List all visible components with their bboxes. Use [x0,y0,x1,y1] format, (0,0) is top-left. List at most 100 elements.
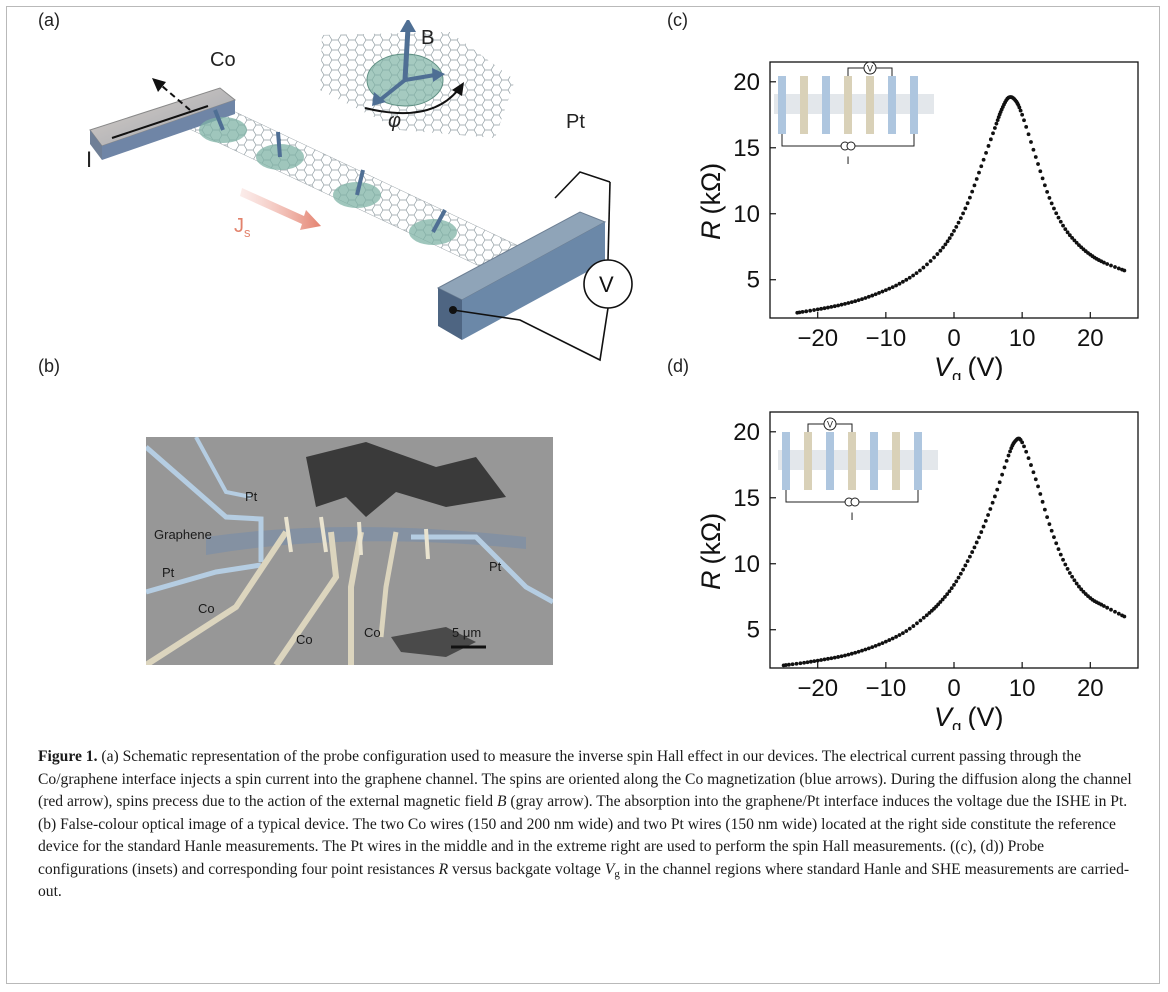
caption-part4: in the channel regions where standard Ha… [38,860,1130,901]
data-point [956,575,961,580]
data-point [947,236,952,240]
x-tick-label: 20 [1077,325,1104,352]
data-point [1024,124,1029,129]
data-point [1017,105,1022,110]
x-tick-label: 0 [947,325,960,352]
data-point [954,579,959,584]
data-point [1109,607,1113,612]
x-tick-label: −20 [797,675,838,702]
data-point [877,642,881,647]
data-point [1042,507,1047,512]
y-tick-label: 15 [733,485,760,512]
data-point [832,655,837,660]
inset-voltmeter [823,417,837,431]
data-point [800,309,805,314]
data-point [961,567,965,572]
data-point [997,480,1002,485]
data-point [822,306,827,311]
data-point [822,657,827,662]
inset-current-source [846,141,856,151]
data-point [1045,189,1050,194]
caption-part3: versus backgate voltage [448,860,605,878]
data-point [1063,227,1068,232]
data-point [963,563,968,568]
data-point [938,248,943,253]
data-point [995,487,1000,492]
data-point [839,302,844,307]
data-point [826,305,830,310]
data-point [1102,604,1106,608]
x-tick-label: −20 [797,325,838,352]
data-point [1006,453,1011,458]
data-point [1031,147,1036,152]
data-point [1026,456,1031,461]
data-point [918,268,922,273]
data-point [805,660,810,665]
b-label: B [421,27,434,49]
panel-label-a: (a) [38,10,60,30]
x-tick-label: 20 [1077,675,1104,702]
data-point [907,275,912,280]
voltmeter-label: V [599,272,614,297]
data-point [1067,571,1072,575]
figure-caption: Figure 1. (a) Schematic representation o… [38,746,1138,904]
data-point [1022,444,1026,449]
data-point [836,303,841,308]
inset-v-label: V [827,420,833,430]
data-point [843,653,847,658]
probe-inset: VI [774,61,934,167]
data-point [995,118,1000,123]
inset-i-label: I [846,155,849,167]
data-point [1000,472,1005,477]
y-tick-label: 20 [733,69,760,96]
label-pt-top: Pt [245,489,258,504]
x-axis-label: Vg (V) [934,702,1003,730]
inset-electrode [782,432,790,490]
data-point [1029,140,1033,144]
data-point [1042,183,1047,188]
label-pt-right: Pt [489,559,502,574]
data-point [846,652,851,657]
data-point [974,540,979,545]
data-point [1056,547,1061,552]
data-point [952,229,956,233]
data-point [1070,574,1075,579]
data-point [970,550,975,554]
inset-electrode [844,76,852,134]
data-point [863,647,868,652]
data-point [918,618,923,623]
data-point [932,255,936,260]
data-point [880,641,885,646]
data-point [1072,238,1077,243]
data-point [849,651,854,656]
data-point [935,252,940,256]
data-point [958,571,963,576]
data-point [940,597,945,602]
data-point [941,245,945,250]
data-point [870,293,875,298]
data-point [880,289,885,294]
caption-r-symbol: R [438,860,449,878]
data-point [860,648,864,653]
data-point [853,299,858,304]
data-point [911,273,916,278]
data-point [1054,211,1059,216]
data-point [915,621,919,626]
data-point [986,144,991,148]
data-point [1122,614,1127,619]
data-point [988,137,993,142]
data-point [911,624,916,628]
y-tick-label: 5 [747,267,760,294]
inset-electrode [822,76,830,134]
caption-part1: (a) Schematic representation of the prob… [38,748,1132,810]
spin-current-arrow [240,188,321,230]
data-point [883,288,888,293]
data-point [921,265,926,270]
y-tick-label: 10 [733,201,760,228]
inset-electrode [914,432,922,490]
data-point [1074,240,1079,245]
inset-electrode [826,432,834,490]
data-point [952,582,956,587]
data-point [983,518,988,523]
scale-label: 5 μm [452,625,482,640]
